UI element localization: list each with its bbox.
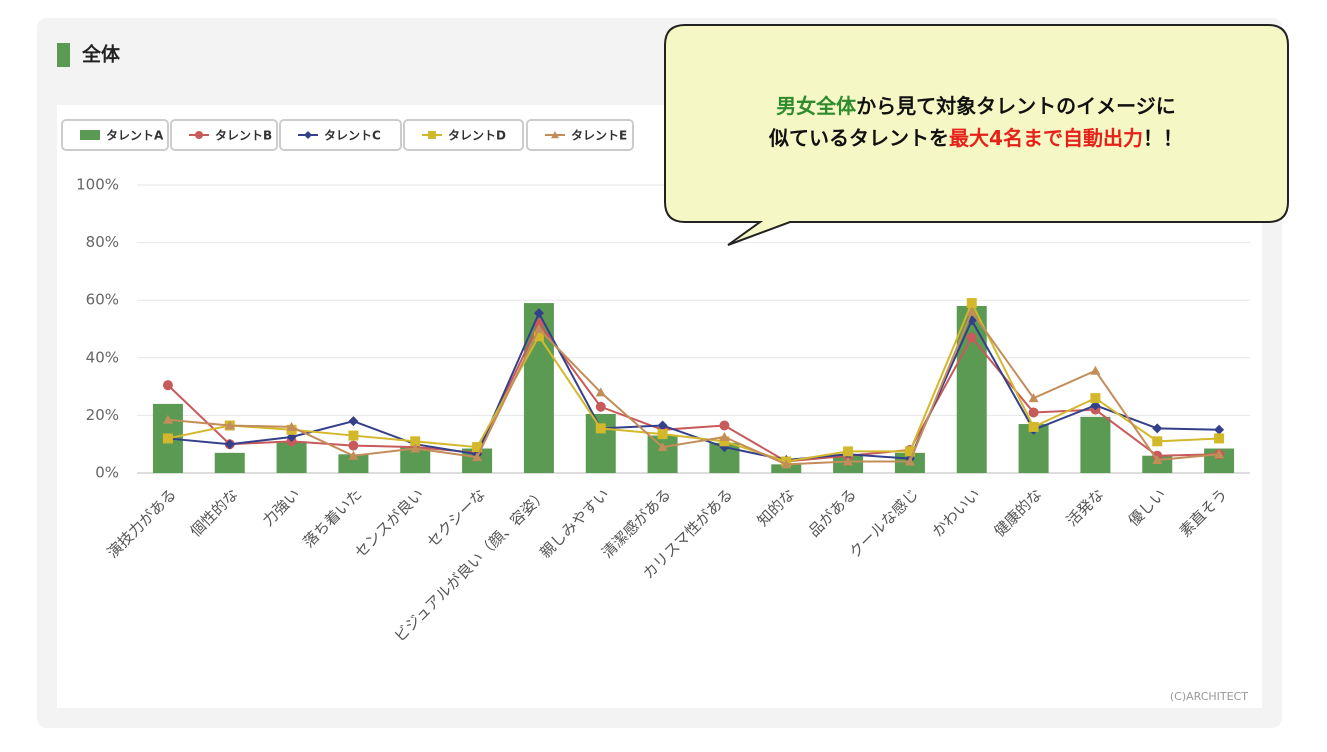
point — [657, 442, 668, 452]
point — [1152, 423, 1163, 434]
callout-segment: から見て対象タレントのイメージに — [856, 94, 1176, 118]
point — [348, 416, 359, 427]
y-tick-label: 40% — [86, 348, 119, 366]
point — [966, 298, 977, 309]
callout-bubble — [664, 24, 1289, 246]
point — [551, 131, 559, 139]
point — [595, 401, 606, 412]
point — [719, 432, 730, 441]
point — [162, 433, 173, 444]
legend-item[interactable]: タレントA — [61, 119, 169, 151]
header-bar — [57, 43, 70, 67]
callout-segment: 最大4名まで自動出力 — [949, 126, 1143, 150]
point — [472, 442, 483, 453]
legend-label: タレントB — [215, 129, 272, 143]
point — [348, 450, 359, 460]
legend-item[interactable]: タレントD — [403, 119, 524, 151]
callout-text: 男女全体から見て対象タレントのイメージに似ているタレントを最大4名まで自動出力！… — [768, 94, 1183, 150]
point — [224, 420, 235, 430]
credit: (C)ARCHITECT — [1170, 690, 1248, 703]
point — [286, 421, 297, 431]
point — [904, 446, 915, 457]
legend-swatch — [80, 130, 100, 140]
header-title: 全体 — [81, 43, 121, 66]
bar — [276, 441, 307, 473]
legend-item[interactable]: タレントC — [279, 119, 402, 151]
point — [162, 380, 173, 391]
bar — [647, 435, 678, 473]
legend-box — [403, 119, 524, 151]
point — [533, 308, 544, 319]
line — [167, 310, 1220, 462]
legend-label: タレントC — [324, 129, 381, 143]
line — [167, 300, 1220, 463]
point — [304, 131, 312, 139]
y-tick-label: 20% — [86, 406, 119, 424]
point — [966, 332, 977, 343]
legend-box — [526, 119, 634, 151]
point — [1152, 436, 1163, 447]
point — [348, 430, 359, 441]
point — [1214, 449, 1225, 459]
legend-item[interactable]: タレントB — [170, 119, 278, 151]
callout-line: 似ているタレントを最大4名まで自動出力！！ — [768, 126, 1183, 150]
point — [719, 436, 730, 447]
line — [167, 321, 1220, 463]
point — [595, 423, 606, 434]
point — [1028, 407, 1039, 418]
point — [428, 131, 436, 139]
callout-segment: ！！ — [1143, 126, 1183, 150]
legend-label: タレントA — [106, 129, 164, 143]
y-tick-label: 60% — [86, 291, 119, 309]
legend-box — [279, 119, 402, 151]
callout-segment: 似ているタレントを — [768, 126, 949, 150]
point — [781, 459, 792, 469]
y-tick-label: 80% — [86, 233, 119, 251]
point — [1152, 455, 1163, 465]
point — [1214, 433, 1225, 444]
legend-label: タレントD — [448, 129, 506, 143]
point — [410, 443, 421, 453]
bar — [585, 413, 616, 473]
point — [657, 420, 668, 431]
legend-item[interactable]: タレントE — [526, 119, 634, 151]
point — [843, 456, 854, 466]
point — [195, 131, 203, 139]
point — [657, 429, 668, 440]
point — [533, 331, 544, 342]
point — [904, 456, 915, 466]
line — [167, 309, 1220, 466]
bar — [771, 464, 802, 473]
legend-box — [61, 119, 169, 151]
point — [1090, 393, 1101, 404]
point — [533, 324, 544, 333]
legend-label: タレントE — [571, 129, 627, 143]
callout-line: 男女全体から見て対象タレントのイメージに — [776, 94, 1176, 118]
legend-box — [170, 119, 278, 151]
point — [1090, 365, 1101, 375]
point — [472, 452, 483, 462]
point — [224, 439, 235, 450]
callout-segment: 男女全体 — [776, 94, 857, 118]
point — [595, 387, 606, 397]
bar — [214, 452, 245, 473]
point — [410, 436, 421, 447]
point — [966, 306, 977, 316]
point — [843, 446, 854, 457]
point — [1028, 393, 1039, 403]
point — [348, 440, 359, 451]
y-tick-label: 0% — [95, 464, 119, 482]
point — [1214, 424, 1225, 435]
point — [1028, 421, 1039, 432]
bar — [338, 454, 369, 473]
bar — [956, 305, 987, 473]
bar — [1080, 416, 1111, 473]
point — [162, 414, 173, 424]
point — [719, 420, 730, 431]
y-tick-label: 100% — [76, 176, 119, 194]
